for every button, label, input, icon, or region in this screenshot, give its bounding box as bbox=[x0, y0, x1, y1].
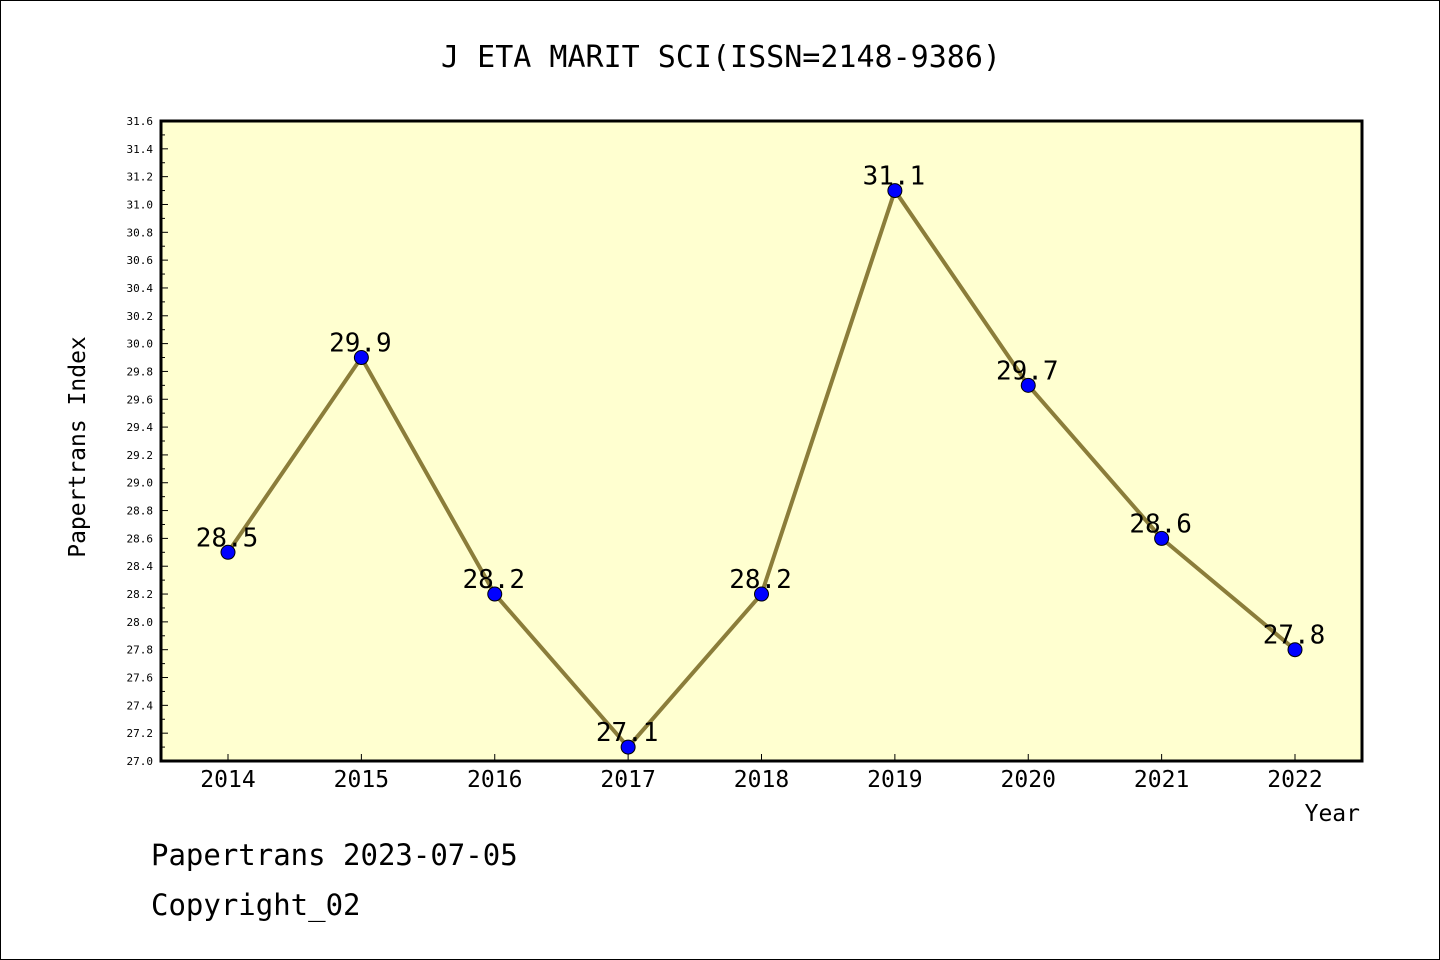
data-label: 29.7 bbox=[996, 356, 1059, 386]
data-point bbox=[887, 183, 903, 199]
y-tick-label: 29.8 bbox=[127, 365, 154, 378]
plot-area bbox=[159, 119, 1364, 763]
data-point bbox=[220, 544, 236, 560]
y-axis-label: Papertrans Index bbox=[65, 336, 91, 558]
data-label: 28.2 bbox=[462, 565, 525, 595]
data-label: 28.2 bbox=[729, 565, 792, 595]
data-point bbox=[754, 586, 769, 602]
data-point bbox=[1287, 642, 1303, 658]
y-tick-label: 30.0 bbox=[127, 338, 154, 351]
y-axis: 27.0 27.2 27.4 27.6 27.8 28.0 28.2 28.4 28.6 28.8… bbox=[127, 115, 168, 768]
x-tick-label: 2015 bbox=[334, 767, 389, 793]
y-tick-label: 30.4 bbox=[127, 282, 154, 295]
y-tick-label: 31.6 bbox=[127, 115, 154, 128]
x-axis: 2014 2015 2016 2017 2018 2019 2020 2021 2022 bbox=[200, 754, 1323, 793]
data-label: 29.9 bbox=[329, 329, 392, 359]
data-label: 28.6 bbox=[1129, 509, 1192, 539]
y-tick-label: 30.8 bbox=[127, 226, 154, 239]
y-tick-label: 28.0 bbox=[127, 616, 154, 629]
x-tick-label: 2014 bbox=[200, 767, 255, 793]
y-tick-label: 31.2 bbox=[127, 171, 154, 184]
series-layer: 28.5 29.9 28.2 27.1 28.2 31.1 29.7 28.6 27.8 bbox=[196, 162, 1326, 755]
y-tick-label: 29.0 bbox=[127, 477, 154, 490]
y-tick-label: 29.6 bbox=[127, 393, 154, 406]
y-tick-label: 27.6 bbox=[127, 672, 154, 685]
data-label: 27.1 bbox=[596, 718, 659, 748]
x-tick-label: 2016 bbox=[467, 767, 522, 793]
data-label: 31.1 bbox=[863, 162, 926, 192]
y-tick-label: 28.2 bbox=[127, 588, 154, 601]
y-tick-label: 27.8 bbox=[127, 644, 154, 657]
x-tick-label: 2022 bbox=[1267, 767, 1322, 793]
y-tick-label: 29.2 bbox=[127, 449, 154, 462]
y-tick-label: 27.4 bbox=[127, 699, 154, 712]
x-tick-label: 2017 bbox=[600, 767, 655, 793]
y-tick-label: 27.0 bbox=[127, 755, 154, 768]
y-tick-label: 28.8 bbox=[127, 505, 154, 518]
y-tick-label: 30.2 bbox=[127, 310, 154, 323]
data-point bbox=[487, 586, 503, 602]
footer-copyright: Copyright_02 bbox=[151, 888, 361, 923]
x-axis-label: Year bbox=[1305, 801, 1360, 827]
data-point bbox=[1154, 530, 1170, 546]
y-tick-label: 29.4 bbox=[127, 421, 154, 434]
data-point bbox=[353, 350, 369, 366]
y-tick-label: 27.2 bbox=[127, 727, 154, 740]
y-tick-label: 31.0 bbox=[127, 198, 154, 211]
x-tick-label: 2019 bbox=[867, 767, 922, 793]
data-label: 28.5 bbox=[196, 523, 259, 553]
x-tick-label: 2021 bbox=[1134, 767, 1189, 793]
data-point bbox=[1020, 377, 1036, 393]
y-tick-label: 28.6 bbox=[127, 532, 154, 545]
x-tick-label: 2020 bbox=[1001, 767, 1056, 793]
x-tick-label: 2018 bbox=[734, 767, 789, 793]
y-tick-label: 30.6 bbox=[127, 254, 154, 267]
y-tick-label: 31.4 bbox=[127, 143, 154, 156]
data-point bbox=[620, 739, 636, 755]
chart-title: J ETA MARIT SCI(ISSN=2148-9386) bbox=[441, 40, 1001, 75]
data-label: 27.8 bbox=[1263, 621, 1326, 651]
y-tick-label: 28.4 bbox=[127, 560, 154, 573]
footer-date: Papertrans 2023-07-05 bbox=[151, 838, 518, 872]
